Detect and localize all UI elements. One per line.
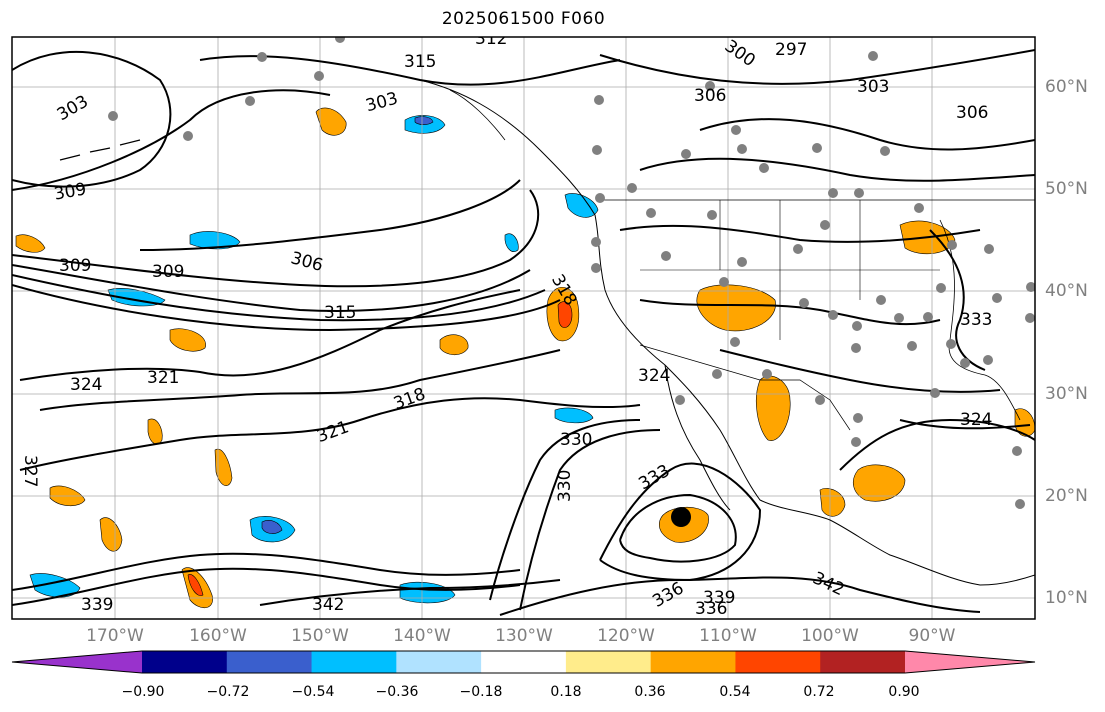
map-frame bbox=[11, 36, 1036, 620]
lon-label-120w: 120°W bbox=[597, 626, 655, 646]
lon-label-170w: 170°W bbox=[86, 626, 144, 646]
storm-center-marker bbox=[671, 507, 691, 527]
colorbar-tick-label: −0.54 bbox=[291, 684, 335, 700]
lon-label-130w: 130°W bbox=[495, 626, 553, 646]
colorbar-tick-label: 0.18 bbox=[550, 684, 582, 700]
colorbar-segment bbox=[396, 651, 482, 673]
anomaly-fills bbox=[15, 107, 1035, 608]
colorbar-tick-label: 0.90 bbox=[888, 684, 920, 700]
colorbar-segment bbox=[481, 651, 567, 673]
colorbar-tick-label: 0.72 bbox=[803, 684, 835, 700]
colorbar-tick-label: −0.72 bbox=[206, 684, 250, 700]
lon-label-140w: 140°W bbox=[393, 626, 451, 646]
lat-label-50n: 50°N bbox=[1045, 179, 1088, 199]
colorbar-segment bbox=[565, 651, 652, 673]
contour-label-306c: 306 bbox=[694, 86, 726, 106]
contour-label-309b: 309 bbox=[59, 256, 91, 276]
station-markers bbox=[108, 37, 1035, 509]
lon-label-160w: 160°W bbox=[189, 626, 247, 646]
contour-label-324c: 324 bbox=[960, 410, 992, 430]
lat-label-20n: 20°N bbox=[1045, 486, 1088, 506]
colorbar-extend-high bbox=[905, 651, 1035, 673]
colorbar-tick-label: −0.36 bbox=[375, 684, 419, 700]
lon-label-110w: 110°W bbox=[699, 626, 757, 646]
contour-label-330b: 330 bbox=[555, 470, 575, 502]
colorbar bbox=[11, 650, 1036, 674]
map-background bbox=[12, 37, 1035, 619]
colorbar-segment bbox=[142, 651, 228, 673]
contour-label-330: 330 bbox=[560, 430, 592, 450]
contour-label-315: 315 bbox=[404, 52, 436, 72]
lon-label-100w: 100°W bbox=[801, 626, 859, 646]
coastlines bbox=[59, 79, 1035, 586]
lat-label-10n: 10°N bbox=[1045, 588, 1088, 608]
contour-label-339b: 339 bbox=[703, 588, 735, 608]
lat-label-30n: 30°N bbox=[1045, 384, 1088, 404]
contour-label-324: 324 bbox=[70, 375, 102, 395]
colorbar-tick-label: 0.36 bbox=[634, 684, 666, 700]
contour-label-303c: 303 bbox=[857, 77, 889, 97]
lon-label-90w: 90°W bbox=[908, 626, 956, 646]
lat-label-40n: 40°N bbox=[1045, 281, 1088, 301]
contour-label-309c: 309 bbox=[152, 262, 184, 282]
contour-label-297: 297 bbox=[775, 40, 807, 60]
contour-label-315b: 315 bbox=[324, 303, 356, 323]
map-title: 2025061500 F060 bbox=[441, 9, 606, 29]
colorbar-segment bbox=[226, 651, 313, 673]
colorbar-tick-label: 0.54 bbox=[719, 684, 751, 700]
lat-label-60n: 60°N bbox=[1045, 77, 1088, 97]
colorbar-tick-label: −0.90 bbox=[121, 684, 165, 700]
contour-label-333: 333 bbox=[960, 310, 992, 330]
colorbar-segment bbox=[735, 651, 821, 673]
contour-label-306b: 306 bbox=[956, 103, 988, 123]
contour-label-312: 312 bbox=[475, 29, 507, 49]
colorbar-segment bbox=[820, 651, 906, 673]
colorbar-segment bbox=[311, 651, 397, 673]
contour-label-342: 342 bbox=[312, 595, 344, 615]
contour-label-336b: 336 bbox=[695, 599, 727, 619]
colorbar-segment bbox=[650, 651, 736, 673]
lon-label-150w: 150°W bbox=[291, 626, 349, 646]
colorbar-outline bbox=[11, 650, 1036, 674]
colorbar-tick-label: −0.18 bbox=[459, 684, 503, 700]
contour-lines bbox=[12, 49, 1035, 616]
contour-label-339: 339 bbox=[81, 595, 113, 615]
contour-label-321: 321 bbox=[147, 368, 179, 388]
contour-label-327: 327 bbox=[20, 455, 40, 487]
colorbar-extend-low bbox=[12, 651, 142, 673]
contour-label-324b: 324 bbox=[638, 366, 670, 386]
